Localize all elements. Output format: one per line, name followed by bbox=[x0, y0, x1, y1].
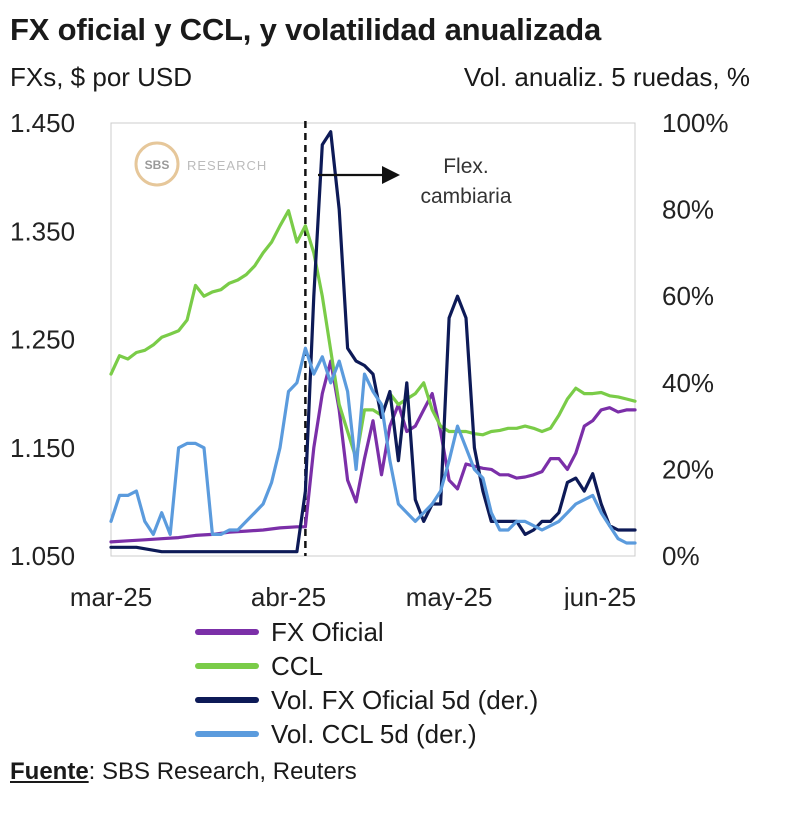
x-tick-label: jun-25 bbox=[563, 582, 636, 610]
right-tick-label: 40% bbox=[662, 368, 714, 398]
legend-item-2: Vol. FX Oficial 5d (der.) bbox=[195, 683, 538, 717]
chart-legend: FX Oficial CCL Vol. FX Oficial 5d (der.) Vo… bbox=[195, 615, 538, 751]
annotation-arrow-head bbox=[382, 166, 400, 184]
right-axis-ticks: 0% 20% 40% 60% 80% 100% bbox=[662, 108, 729, 571]
series-line-0 bbox=[109, 359, 637, 544]
x-tick-label: abr-25 bbox=[251, 582, 326, 610]
legend-swatch bbox=[195, 663, 259, 669]
left-axis-ticks: 1.050 1.150 1.250 1.350 1.450 bbox=[10, 108, 75, 571]
annotation-line-2: cambiaria bbox=[420, 185, 511, 208]
legend-label: Vol. FX Oficial 5d (der.) bbox=[271, 684, 539, 715]
right-tick-label: 80% bbox=[662, 195, 714, 225]
series-lines bbox=[109, 130, 637, 554]
watermark-logo: SBS RESEARCH bbox=[134, 141, 267, 187]
right-axis-unit-label: Vol. anualiz. 5 ruedas, % bbox=[463, 62, 750, 92]
legend-item-0: FX Oficial bbox=[195, 615, 538, 649]
watermark-logo-text: SBS bbox=[145, 158, 170, 172]
series-line-3 bbox=[109, 346, 637, 545]
left-axis-unit-label: FXs, $ por USD bbox=[10, 62, 193, 92]
right-tick-label: 60% bbox=[662, 281, 714, 311]
right-tick-label: 0% bbox=[662, 541, 700, 571]
legend-label: FX Oficial bbox=[271, 616, 384, 647]
legend-label: CCL bbox=[271, 650, 324, 681]
legend-swatch bbox=[195, 629, 259, 635]
plot-frame bbox=[110, 122, 636, 557]
legend-swatch bbox=[195, 731, 259, 737]
annotation-line-1: Flex. bbox=[443, 155, 489, 178]
left-tick-label: 1.350 bbox=[10, 216, 75, 246]
legend-item-1: CCL bbox=[195, 649, 538, 683]
legend-item-3: Vol. CCL 5d (der.) bbox=[195, 717, 538, 751]
source-text: : SBS Research, Reuters bbox=[88, 758, 357, 785]
left-tick-label: 1.150 bbox=[10, 433, 75, 463]
left-tick-label: 1.450 bbox=[10, 108, 75, 138]
legend-label: Vol. CCL 5d (der.) bbox=[271, 718, 477, 749]
left-tick-label: 1.250 bbox=[10, 325, 75, 355]
series-line-2 bbox=[109, 130, 637, 554]
x-tick-label: mar-25 bbox=[70, 582, 152, 610]
legend-swatch bbox=[195, 697, 259, 703]
chart-area: SBS RESEARCH 1.050 1.150 1.250 1.350 1.450 0… bbox=[10, 108, 729, 610]
flex-annotation: Flex. cambiaria bbox=[318, 155, 512, 208]
right-tick-label: 20% bbox=[662, 454, 714, 484]
source-note: Fuente: SBS Research, Reuters bbox=[10, 758, 357, 786]
x-tick-label: may-25 bbox=[406, 582, 493, 610]
right-tick-label: 100% bbox=[662, 108, 729, 138]
watermark-brand-text: RESEARCH bbox=[187, 158, 267, 173]
left-tick-label: 1.050 bbox=[10, 541, 75, 571]
source-label: Fuente bbox=[10, 758, 89, 785]
series-line-1 bbox=[109, 209, 637, 461]
x-axis-ticks: mar-25 abr-25 may-25 jun-25 bbox=[70, 582, 636, 610]
chart-title: FX oficial y CCL, y volatilidad anualiza… bbox=[10, 12, 602, 47]
